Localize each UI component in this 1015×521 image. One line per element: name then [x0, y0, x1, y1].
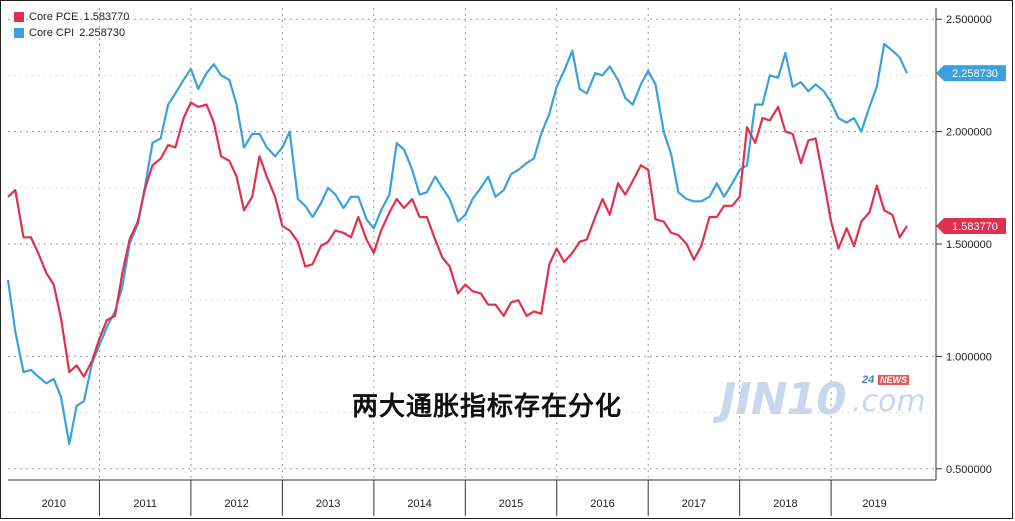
x-tick-label: 2010 — [41, 498, 65, 510]
grid-lines — [8, 8, 936, 480]
legend-item-core-cpi: Core CPI 2.258730 — [14, 25, 129, 41]
legend-value-core-pce: 1.583770 — [83, 11, 130, 23]
legend-item-core-pce: Core PCE 1.583770 — [14, 9, 129, 25]
series-lines — [6, 42, 908, 446]
end-label-text: 1.583770 — [952, 221, 998, 233]
x-tick-label: 2019 — [862, 498, 886, 510]
end-label-text: 2.258730 — [952, 68, 998, 80]
logo-suffix-text: .com — [852, 384, 926, 419]
legend-swatch-core-pce — [14, 12, 24, 22]
y-tick-label: 1.500000 — [946, 239, 992, 251]
y-tick-label: 2.000000 — [946, 127, 992, 139]
logo-main-text: JIN10 — [720, 374, 847, 425]
x-tick-label: 2013 — [316, 498, 340, 510]
legend-swatch-core-cpi — [14, 28, 24, 38]
end-label-core-cpi: 2.258730 — [936, 65, 1006, 82]
legend-value-core-cpi: 2.258730 — [79, 27, 126, 39]
end-label-pointer — [936, 218, 944, 235]
x-tick-label: 2018 — [773, 498, 797, 510]
legend-label-core-cpi: Core CPI — [29, 27, 75, 39]
end-label-pointer — [936, 65, 944, 82]
chart-annotation-title: 两大通胀指标存在分化 — [352, 392, 623, 422]
x-tick-label: 2015 — [499, 498, 523, 510]
end-label-box — [944, 65, 1006, 82]
x-tick-label: 2011 — [133, 498, 157, 510]
chart-legend: Core PCE 1.583770 Core CPI 2.258730 — [14, 9, 129, 41]
x-tick-label: 2016 — [590, 498, 614, 510]
end-value-labels: 2.258730 1.583770 — [936, 65, 1006, 235]
x-axis: 2010 2011 2012 2013 2014 2015 2016 2017 2018 2019 — [8, 479, 936, 516]
x-tick-label: 2012 — [224, 498, 248, 510]
jin10-logo: JIN10 .com 24 NEWS — [720, 370, 930, 430]
end-label-core-pce: 1.583770 — [936, 218, 1006, 235]
y-tick-label: 1.000000 — [946, 351, 992, 363]
y-tick-label: 0.500000 — [946, 464, 992, 476]
y-tick-label: 2.500000 — [946, 14, 992, 26]
logo-badge-number: 24 — [862, 374, 875, 386]
x-tick-label: 2017 — [682, 498, 706, 510]
legend-label-core-pce: Core PCE — [29, 11, 79, 23]
end-label-box — [944, 218, 1006, 235]
series-line-core-pce — [7, 101, 908, 378]
y-axis: 0.500000 1.000000 1.500000 2.000000 2.500000 — [935, 8, 992, 480]
logo-badge-news: NEWS — [878, 375, 909, 385]
series-line-core-cpi — [6, 42, 908, 446]
x-tick-label: 2014 — [407, 498, 431, 510]
